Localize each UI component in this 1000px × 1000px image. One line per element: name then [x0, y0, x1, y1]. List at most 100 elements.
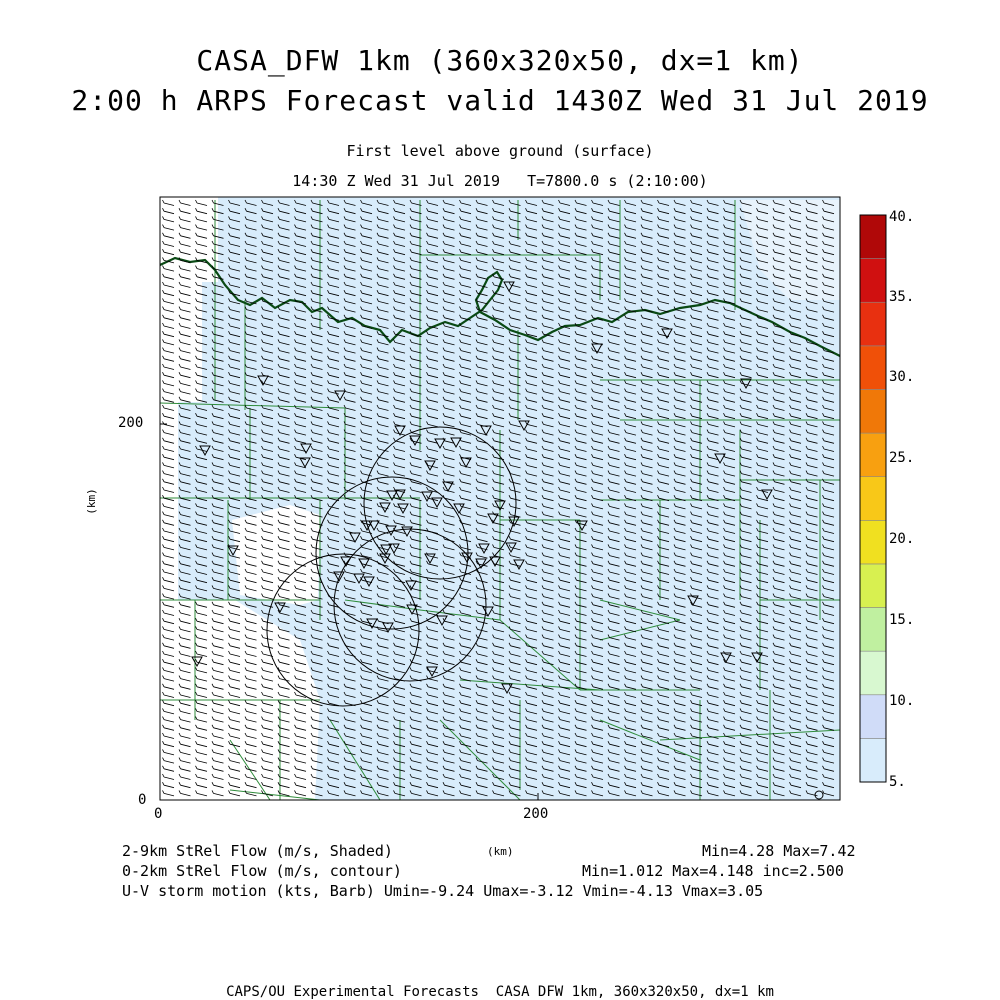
- station-marker: [421, 491, 433, 503]
- colorbar-box: [859, 345, 887, 390]
- y-tick-0: 0: [138, 792, 147, 808]
- colorbar-label-5: 5.: [889, 774, 906, 790]
- contour-circles: [266, 426, 517, 707]
- colorbar-box: [859, 650, 887, 696]
- colorbar-box: [859, 520, 887, 565]
- x-tick-0: 0: [154, 806, 163, 822]
- station-marker: [358, 558, 370, 570]
- station-marker: [487, 513, 499, 525]
- station-marker: [576, 520, 588, 532]
- colorbar-box: [859, 258, 887, 303]
- station-marker: [426, 666, 438, 678]
- station-marker: [442, 481, 454, 493]
- station-marker: [501, 683, 513, 695]
- colorbar-box: [859, 476, 887, 521]
- station-marker: [505, 542, 517, 554]
- station-marker: [513, 559, 525, 571]
- station-marker: [434, 438, 446, 450]
- station-marker: [340, 556, 352, 568]
- station-marker: [379, 502, 391, 514]
- station-marker: [405, 580, 417, 592]
- colorbar-label-15: 15.: [889, 612, 915, 628]
- colorbar-label-20: 20.: [889, 531, 915, 547]
- station-marker: [409, 435, 421, 447]
- station-marker: [386, 490, 398, 502]
- station-marker: [453, 503, 465, 515]
- subtitle-line-2: 14:30 Z Wed 31 Jul 2019 T=7800.0 s (2:10…: [292, 172, 708, 190]
- station-marker: [274, 602, 286, 614]
- x-axis-unit: (km): [487, 845, 514, 858]
- station-marker: [720, 652, 732, 664]
- station-marker: [461, 552, 473, 564]
- station-marker-circle: [814, 790, 824, 800]
- title-line-1: CASA_DFW 1km (360x320x50, dx=1 km): [196, 44, 804, 77]
- station-marker: [482, 606, 494, 618]
- colorbar-label-40: 40.: [889, 209, 915, 225]
- colorbar-box: [859, 214, 887, 259]
- x-tick-200: 200: [523, 806, 549, 822]
- station-marker: [191, 656, 203, 668]
- station-marker: [382, 622, 394, 634]
- legend-barb: U-V storm motion (kts, Barb) Umin=-9.24 …: [122, 882, 764, 900]
- station-marker: [361, 520, 373, 532]
- station-marker: [751, 652, 763, 664]
- station-marker: [761, 489, 773, 501]
- station-marker: [740, 378, 752, 390]
- station-marker: [424, 553, 436, 565]
- station-marker: [406, 604, 418, 616]
- station-marker: [227, 545, 239, 557]
- state-border: [160, 256, 840, 357]
- legend-shaded-stats: Min=4.28 Max=7.42: [702, 842, 856, 860]
- station-marker: [353, 573, 365, 585]
- station-marker: [518, 420, 530, 432]
- credit-line: CAPS/OU Experimental Forecasts CASA DFW …: [226, 984, 774, 1000]
- station-marker: [385, 525, 397, 537]
- station-marker: [591, 343, 603, 355]
- colorbar-box: [859, 389, 887, 434]
- colorbar-label-35: 35.: [889, 289, 915, 305]
- plot-frame: [159, 196, 841, 801]
- station-marker: [401, 526, 413, 538]
- station-marker: [299, 457, 311, 469]
- station-marker: [333, 571, 345, 583]
- station-marker: [687, 595, 699, 607]
- station-marker: [388, 543, 400, 555]
- station-marker: [300, 443, 312, 455]
- station-marker: [397, 503, 409, 515]
- colorbar-box: [859, 432, 887, 477]
- station-marker: [363, 576, 375, 588]
- station-marker: [475, 558, 487, 570]
- station-marker: [394, 425, 406, 437]
- station-marker: [334, 390, 346, 402]
- station-marker: [380, 544, 392, 556]
- station-marker: [661, 328, 673, 340]
- station-marker: [480, 425, 492, 437]
- station-marker: [349, 532, 361, 544]
- colorbar-label-25: 25.: [889, 450, 915, 466]
- station-marker: [460, 457, 472, 469]
- y-axis-unit: (km): [84, 488, 98, 515]
- legend-contour: 0-2km StRel Flow (m/s, contour): [122, 862, 402, 880]
- station-marker: [379, 553, 391, 565]
- station-marker: [431, 497, 443, 509]
- colorbar-box: [859, 694, 887, 739]
- station-marker: [366, 618, 378, 630]
- colorbar-label-10: 10.: [889, 693, 915, 709]
- colorbar-box: [859, 738, 887, 783]
- colorbar-box: [859, 301, 887, 347]
- station-marker: [368, 520, 380, 532]
- station-marker: [489, 556, 501, 568]
- station-marker: [257, 375, 269, 387]
- station-marker: [508, 516, 520, 528]
- colorbar-box: [859, 607, 887, 652]
- station-marker: [199, 445, 211, 457]
- station-marker: [450, 437, 462, 449]
- station-marker: [714, 453, 726, 465]
- station-markers: [191, 281, 824, 800]
- title-line-2: 2:00 h ARPS Forecast valid 1430Z Wed 31 …: [71, 84, 929, 117]
- y-tick-200: 200: [118, 415, 144, 431]
- station-marker: [436, 615, 448, 627]
- station-marker: [503, 281, 515, 293]
